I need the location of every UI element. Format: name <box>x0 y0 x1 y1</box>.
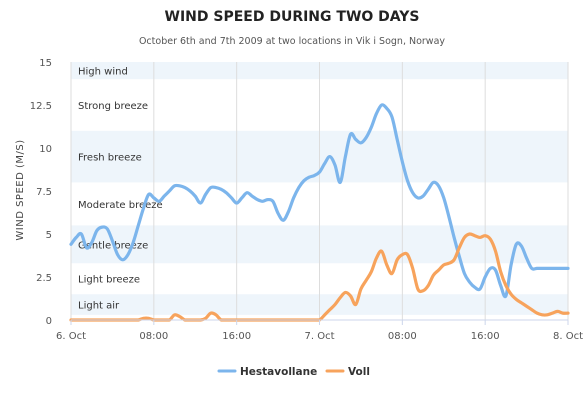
x-tick-label: 7. Oct <box>304 331 334 342</box>
legend-item-hestavollane[interactable]: Hestavollane <box>217 366 317 378</box>
y-tick-label: 5 <box>46 230 52 241</box>
y-tick-label: 15 <box>39 58 52 69</box>
x-tick-label: 8. Oct <box>553 331 583 342</box>
x-tick-label: 16:00 <box>222 331 251 342</box>
band-label-strong-breeze: Strong breeze <box>78 101 148 112</box>
band-label-light-air: Light air <box>78 301 120 312</box>
chart-subtitle: October 6th and 7th 2009 at two location… <box>139 36 445 47</box>
y-tick-label: 12.5 <box>30 101 52 112</box>
band-label-fresh-breeze: Fresh breeze <box>78 153 142 164</box>
y-tick-label: 0 <box>46 316 52 327</box>
legend-item-voll[interactable]: Voll <box>325 366 370 378</box>
y-tick-label: 10 <box>39 144 52 155</box>
y-axis-title: WIND SPEED (M/S) <box>15 139 26 240</box>
chart-title: WIND SPEED DURING TWO DAYS <box>165 9 420 25</box>
legend-label-voll: Voll <box>348 366 370 378</box>
band-label-light-breeze: Light breeze <box>78 275 140 286</box>
legend-label-hestavollane: Hestavollane <box>240 366 317 378</box>
x-tick-label: 16:00 <box>471 331 500 342</box>
band-label-high-wind: High wind <box>78 67 128 78</box>
x-axis-ticks: 6. Oct 08:00 16:00 7. Oct 08:00 16:00 8. Oct <box>56 320 583 342</box>
x-tick-label: 08:00 <box>388 331 417 342</box>
y-tick-label: 2.5 <box>36 273 52 284</box>
vertical-gridlines <box>70 62 569 320</box>
band-label-moderate-breeze: Moderate breeze <box>78 200 163 211</box>
series-line-hestavollane[interactable] <box>69 103 570 299</box>
y-axis-ticks: 0 2.5 5 7.5 10 12.5 15 <box>30 58 52 327</box>
x-tick-label: 08:00 <box>139 331 168 342</box>
y-tick-label: 7.5 <box>36 187 52 198</box>
legend: Hestavollane Voll <box>217 366 370 378</box>
x-tick-label: 6. Oct <box>56 331 86 342</box>
